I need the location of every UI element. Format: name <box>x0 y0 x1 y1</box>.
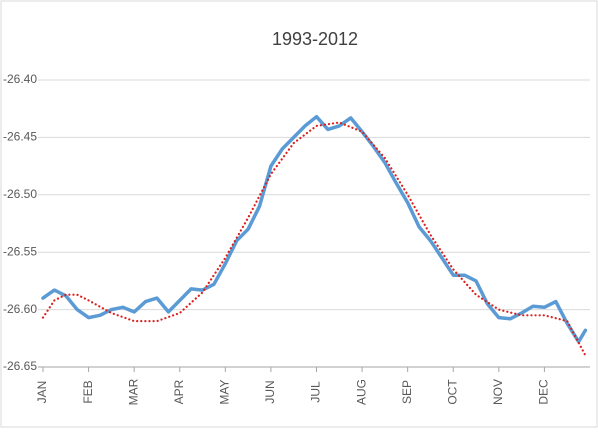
series-line <box>41 121 587 357</box>
x-tick-label: FEB <box>81 380 95 403</box>
y-tick-label: -26.45 <box>3 130 37 144</box>
y-tick-label: -26.65 <box>3 359 37 373</box>
y-tick-label: -26.60 <box>3 302 37 316</box>
x-tick-label: JUL <box>309 381 323 403</box>
y-tick-label: -26.50 <box>3 187 37 201</box>
y-tick-label: -26.40 <box>3 72 37 86</box>
x-tick-label: MAY <box>218 379 232 404</box>
x-tick-label: JUN <box>263 380 277 403</box>
x-tick-label: NOV <box>491 379 505 405</box>
x-tick-label: APR <box>172 379 186 404</box>
x-tick-label: AUG <box>354 379 368 405</box>
chart-title: 1993-2012 <box>272 29 358 49</box>
series-line <box>41 114 588 344</box>
x-tick-label: DEC <box>537 379 551 405</box>
x-tick-label: JAN <box>35 381 49 404</box>
x-tick-label: OCT <box>445 379 459 405</box>
y-tick-label: -26.55 <box>3 244 37 258</box>
x-tick-label: MAR <box>126 378 140 405</box>
x-tick-label: SEP <box>400 380 414 404</box>
